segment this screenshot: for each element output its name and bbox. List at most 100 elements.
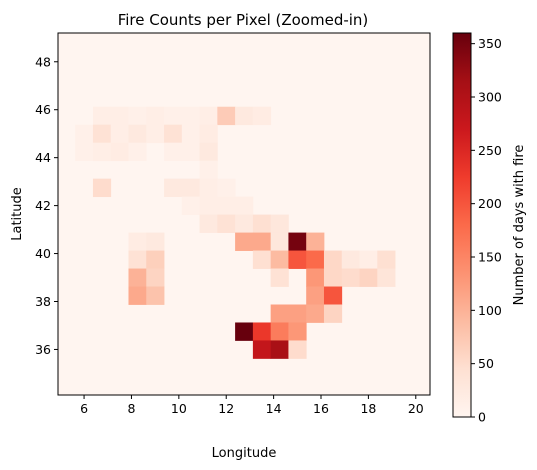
heatmap-cell bbox=[235, 106, 254, 126]
heatmap-cell bbox=[181, 124, 200, 144]
heatmap-cell bbox=[252, 214, 272, 233]
x-tick-label: 20 bbox=[408, 401, 424, 416]
heatmap-cell bbox=[252, 250, 272, 269]
colorbar-tick-label: 200 bbox=[478, 196, 502, 211]
heatmap-cell bbox=[252, 322, 272, 341]
heatmap-cell bbox=[164, 106, 183, 126]
colorbar-frame bbox=[452, 32, 472, 418]
x-axis-label: Longitude bbox=[212, 446, 277, 461]
colorbar-gradient bbox=[453, 33, 471, 417]
colorbar-tick-label: 100 bbox=[478, 303, 502, 318]
heatmap-cell bbox=[377, 250, 396, 269]
heatmap-cell bbox=[252, 340, 272, 359]
heatmap-cell bbox=[270, 232, 289, 251]
heatmap-cell bbox=[252, 232, 272, 251]
colorbar: 0 50 100 150 200 250 300 350 bbox=[452, 32, 502, 425]
heatmap-cell bbox=[252, 106, 272, 126]
y-tick-label: 44 bbox=[35, 150, 51, 165]
heatmap-cell bbox=[92, 142, 112, 162]
heatmap-cell bbox=[217, 106, 236, 126]
heatmap-cell bbox=[199, 196, 218, 215]
y-axis-label: Latitude bbox=[10, 187, 25, 241]
y-tick-label: 48 bbox=[35, 54, 51, 69]
colorbar-label: Number of days with fire bbox=[512, 145, 527, 306]
colorbar-tick-label: 300 bbox=[478, 90, 502, 105]
heatmap-cell bbox=[164, 142, 183, 162]
heatmap-cell bbox=[146, 124, 165, 144]
heatmap-cell bbox=[217, 214, 236, 233]
heatmap-cell bbox=[270, 250, 289, 269]
heatmap-cell bbox=[199, 142, 218, 162]
heatmap-cell bbox=[288, 340, 307, 359]
heatmap-cell bbox=[110, 124, 129, 144]
colorbar-tick-label: 150 bbox=[478, 250, 502, 265]
heatmap-cell bbox=[217, 196, 236, 215]
heatmap-cell bbox=[288, 304, 307, 323]
heatmap-cell bbox=[181, 196, 200, 215]
colorbar-tick-label: 0 bbox=[478, 410, 486, 425]
heatmap-cell bbox=[270, 340, 289, 359]
heatmap-cell bbox=[110, 142, 129, 162]
heatmap-cell bbox=[288, 322, 307, 341]
heatmap-cell bbox=[181, 106, 200, 126]
colorbar-ticks: 0 50 100 150 200 250 300 350 bbox=[471, 36, 502, 425]
heatmap-cell bbox=[270, 322, 289, 341]
heatmap-cell bbox=[199, 178, 218, 198]
x-tick-label: 8 bbox=[127, 401, 135, 416]
heatmap-cell bbox=[128, 142, 147, 162]
y-axis-ticks: 36 38 40 42 44 46 48 bbox=[35, 54, 58, 357]
x-tick-label: 18 bbox=[360, 401, 376, 416]
x-tick-label: 6 bbox=[80, 401, 88, 416]
heatmap-cell bbox=[199, 124, 218, 144]
heatmap-cell bbox=[306, 268, 325, 287]
heatmap-cell bbox=[341, 268, 360, 287]
heatmap-cell bbox=[92, 178, 112, 198]
x-tick-label: 14 bbox=[266, 401, 282, 416]
heatmap-cell bbox=[235, 232, 254, 251]
heatmap-cell bbox=[217, 178, 236, 198]
heatmap-cell bbox=[288, 250, 307, 269]
heatmap-cell bbox=[181, 142, 200, 162]
heatmap-cells bbox=[75, 106, 396, 359]
x-axis-ticks: 6 8 10 12 14 16 18 20 bbox=[80, 395, 424, 416]
heatmap-cell bbox=[75, 142, 94, 162]
heatmap-cell bbox=[92, 106, 112, 126]
heatmap-cell bbox=[306, 250, 325, 269]
heatmap-cell bbox=[235, 322, 254, 341]
heatmap-cell bbox=[128, 124, 147, 144]
heatmap-cell bbox=[359, 250, 378, 269]
heatmap-cell bbox=[199, 160, 218, 180]
chart-title: Fire Counts per Pixel (Zoomed-in) bbox=[118, 11, 369, 29]
heatmap-cell bbox=[128, 250, 147, 269]
heatmap-cell bbox=[181, 178, 200, 198]
x-tick-label: 12 bbox=[218, 401, 234, 416]
heatmap-cell bbox=[199, 214, 218, 233]
colorbar-tick-label: 250 bbox=[478, 143, 502, 158]
heatmap-cell bbox=[341, 250, 360, 269]
heatmap-cell bbox=[306, 232, 325, 251]
y-tick-label: 38 bbox=[35, 294, 51, 309]
heatmap-cell bbox=[146, 286, 165, 305]
heatmap-cell bbox=[323, 304, 343, 323]
heatmap-cell bbox=[92, 124, 112, 144]
heatmap-cell bbox=[75, 124, 94, 144]
heatmap-cell bbox=[128, 232, 147, 251]
y-tick-label: 46 bbox=[35, 102, 51, 117]
heatmap-cell bbox=[359, 268, 378, 287]
heatmap-cell bbox=[128, 106, 147, 126]
y-tick-label: 42 bbox=[35, 198, 51, 213]
heatmap-cell bbox=[146, 250, 165, 269]
heatmap-cell bbox=[377, 268, 396, 287]
heatmap-cell bbox=[323, 286, 343, 305]
heatmap-cell bbox=[323, 268, 343, 287]
heatmap-cell bbox=[306, 286, 325, 305]
heatmap-cell bbox=[164, 124, 183, 144]
y-tick-label: 40 bbox=[35, 246, 51, 261]
heatmap-cell bbox=[270, 304, 289, 323]
heatmap-cell bbox=[164, 178, 183, 198]
colorbar-tick-label: 350 bbox=[478, 36, 502, 51]
x-tick-label: 10 bbox=[171, 401, 187, 416]
heatmap-cell bbox=[323, 250, 343, 269]
heatmap-cell bbox=[110, 106, 129, 126]
